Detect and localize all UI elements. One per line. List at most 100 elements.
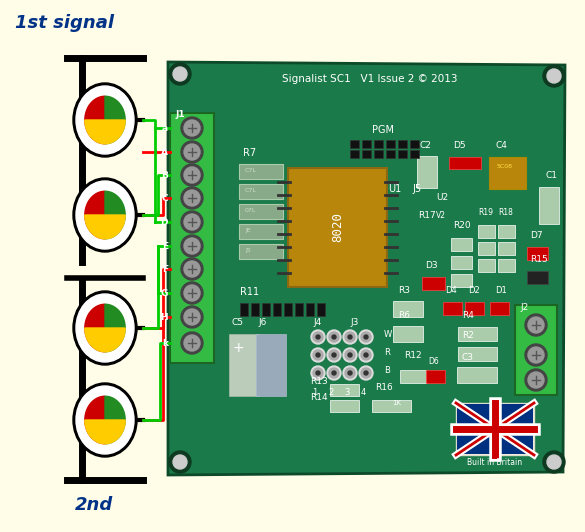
Text: C1: C1 xyxy=(545,171,557,180)
FancyBboxPatch shape xyxy=(386,139,394,147)
Text: B: B xyxy=(161,171,168,180)
FancyBboxPatch shape xyxy=(393,326,423,342)
Text: PGM: PGM xyxy=(372,125,394,135)
FancyBboxPatch shape xyxy=(362,139,370,147)
Ellipse shape xyxy=(73,83,137,157)
Text: 3: 3 xyxy=(345,388,350,397)
Circle shape xyxy=(345,350,355,360)
FancyBboxPatch shape xyxy=(373,139,383,147)
Circle shape xyxy=(184,167,200,183)
Polygon shape xyxy=(168,62,565,475)
FancyBboxPatch shape xyxy=(362,149,370,157)
FancyBboxPatch shape xyxy=(239,303,247,315)
FancyBboxPatch shape xyxy=(371,400,411,411)
FancyBboxPatch shape xyxy=(526,270,548,284)
FancyBboxPatch shape xyxy=(477,242,494,254)
FancyBboxPatch shape xyxy=(515,305,557,395)
Circle shape xyxy=(528,372,544,388)
FancyBboxPatch shape xyxy=(239,204,283,219)
Text: A: A xyxy=(161,148,168,157)
Circle shape xyxy=(528,317,544,333)
Circle shape xyxy=(313,332,323,342)
Circle shape xyxy=(311,330,325,344)
FancyBboxPatch shape xyxy=(490,302,508,314)
Circle shape xyxy=(181,211,203,233)
FancyBboxPatch shape xyxy=(457,404,533,454)
Circle shape xyxy=(348,371,352,375)
Circle shape xyxy=(169,63,191,85)
Text: J1: J1 xyxy=(175,110,185,119)
Circle shape xyxy=(316,353,320,357)
Text: R: R xyxy=(384,348,390,357)
Circle shape xyxy=(364,353,368,357)
Circle shape xyxy=(361,332,371,342)
Text: Signalist SC1   V1 Issue 2 © 2013: Signalist SC1 V1 Issue 2 © 2013 xyxy=(282,74,457,84)
Text: J6: J6 xyxy=(258,318,266,327)
Text: U1: U1 xyxy=(388,184,401,194)
Text: H: H xyxy=(160,313,168,322)
Text: R16: R16 xyxy=(375,383,393,392)
Text: R17: R17 xyxy=(418,211,436,220)
Text: C2: C2 xyxy=(420,141,432,150)
FancyBboxPatch shape xyxy=(457,367,497,383)
FancyBboxPatch shape xyxy=(477,225,494,237)
FancyBboxPatch shape xyxy=(393,301,423,317)
FancyBboxPatch shape xyxy=(397,139,407,147)
FancyBboxPatch shape xyxy=(456,403,534,455)
Ellipse shape xyxy=(73,383,137,457)
Polygon shape xyxy=(85,304,105,352)
Circle shape xyxy=(327,348,341,362)
Text: C3: C3 xyxy=(462,353,474,362)
Text: 8020: 8020 xyxy=(331,212,344,243)
Polygon shape xyxy=(85,328,125,352)
Text: k: k xyxy=(162,339,168,348)
Circle shape xyxy=(345,368,355,378)
Polygon shape xyxy=(85,420,125,444)
Text: 1: 1 xyxy=(312,388,318,397)
Circle shape xyxy=(181,117,203,139)
Circle shape xyxy=(361,368,371,378)
Text: a: a xyxy=(162,124,168,133)
Circle shape xyxy=(345,332,355,342)
Text: U2: U2 xyxy=(436,193,448,202)
FancyBboxPatch shape xyxy=(539,187,559,224)
Circle shape xyxy=(181,332,203,354)
Text: R15: R15 xyxy=(530,255,548,264)
Circle shape xyxy=(184,214,200,230)
Polygon shape xyxy=(105,304,125,352)
Text: Built in Britain: Built in Britain xyxy=(467,458,522,467)
Text: R2: R2 xyxy=(462,331,474,340)
Text: D7: D7 xyxy=(530,231,543,240)
Circle shape xyxy=(184,238,200,254)
Circle shape xyxy=(329,368,339,378)
Text: 5C08: 5C08 xyxy=(497,164,513,169)
FancyBboxPatch shape xyxy=(449,157,481,169)
Circle shape xyxy=(181,164,203,186)
FancyBboxPatch shape xyxy=(497,259,514,271)
Polygon shape xyxy=(85,215,125,239)
Text: R7: R7 xyxy=(243,148,256,158)
Circle shape xyxy=(316,371,320,375)
Circle shape xyxy=(343,330,357,344)
Text: D3: D3 xyxy=(425,261,438,270)
Circle shape xyxy=(343,348,357,362)
Ellipse shape xyxy=(73,291,137,365)
Circle shape xyxy=(181,258,203,280)
FancyBboxPatch shape xyxy=(450,237,472,251)
Circle shape xyxy=(525,369,547,391)
FancyBboxPatch shape xyxy=(316,303,325,315)
Circle shape xyxy=(361,350,371,360)
Circle shape xyxy=(543,451,565,473)
FancyBboxPatch shape xyxy=(400,370,426,383)
Text: R3: R3 xyxy=(398,286,410,295)
FancyBboxPatch shape xyxy=(410,139,418,147)
Circle shape xyxy=(316,335,320,339)
Circle shape xyxy=(181,141,203,163)
Text: +: + xyxy=(233,341,245,355)
Text: R4: R4 xyxy=(462,311,474,320)
Text: C7L: C7L xyxy=(245,188,257,193)
Circle shape xyxy=(332,353,336,357)
FancyBboxPatch shape xyxy=(329,400,359,411)
Ellipse shape xyxy=(76,181,134,249)
Polygon shape xyxy=(105,396,125,444)
